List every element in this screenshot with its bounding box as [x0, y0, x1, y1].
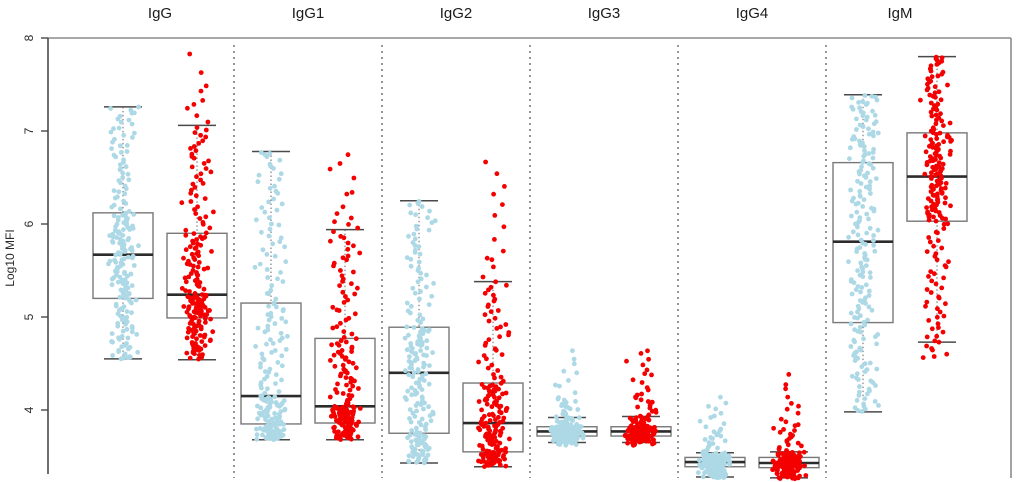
y-tick-label-7: 7	[22, 127, 36, 134]
jitter-points-IgG4-group2	[770, 372, 809, 482]
jitter-points-IgG3-group2	[622, 348, 659, 448]
panel-titles: IgG IgG1 IgG2 IgG3 IgG4 IgM	[148, 5, 913, 22]
jitter-points-IgG-group2	[179, 51, 216, 362]
jitter-points-IgG-group1	[106, 104, 141, 362]
jitter-points	[106, 51, 954, 482]
y-tick-label-4: 4	[22, 406, 36, 413]
y-tick-label-8: 8	[22, 34, 36, 41]
jitter-points-IgG1-group1	[252, 150, 290, 443]
panel-title-IgG1: IgG1	[292, 5, 325, 22]
jitter-points-IgM-group2	[918, 54, 954, 360]
panel-title-IgG: IgG	[148, 5, 172, 22]
panel-title-IgM: IgM	[887, 5, 912, 22]
jitter-points-IgM-group1	[846, 93, 881, 414]
y-axis: 4 5 6 7 8	[22, 34, 49, 474]
jitter-points-IgG1-group2	[327, 152, 363, 442]
plot-frame	[48, 37, 1012, 478]
y-axis-label: Log10 MFI	[3, 229, 17, 286]
jitter-points-IgG2-group1	[402, 199, 438, 466]
panel-title-IgG4: IgG4	[736, 5, 769, 22]
jitter-points-IgG3-group1	[548, 348, 586, 448]
panel-title-IgG3: IgG3	[588, 5, 621, 22]
y-tick-label-6: 6	[22, 220, 36, 227]
y-tick-label-5: 5	[22, 313, 36, 320]
jitter-points-IgG2-group2	[476, 159, 512, 469]
panel-title-IgG2: IgG2	[440, 5, 473, 22]
jitter-points-IgG4-group1	[696, 394, 732, 481]
panel-separators	[233, 45, 827, 478]
